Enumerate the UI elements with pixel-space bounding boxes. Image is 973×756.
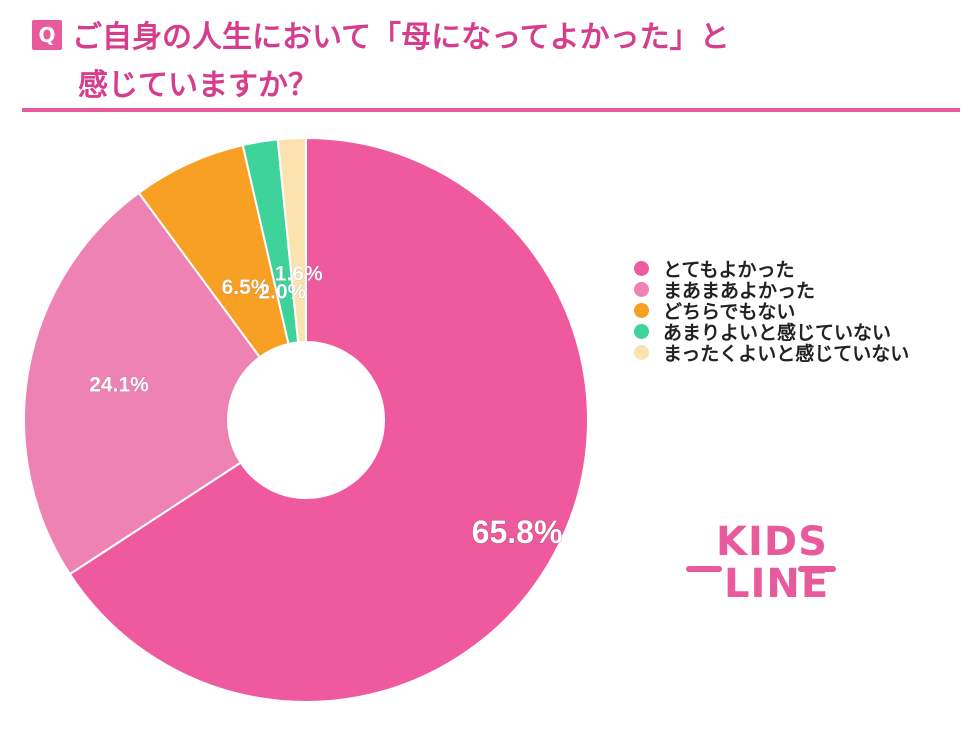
question-title: ご自身の人生において「母になってよかった」と 感じていますか？ [72,14,932,110]
title-divider [22,108,960,112]
legend-item-5: まったくよいと感じていない [634,342,964,365]
legend-swatch [634,303,649,318]
legend-label: とてもよかった [663,259,795,281]
question-badge: Q [32,20,62,50]
legend-label: まあまあよかった [663,280,816,302]
pie-slice-2 [23,191,262,576]
slice-value-label-5: 1.6% [275,263,323,286]
chart-slices [23,136,589,703]
slice-value-label-3: 6.5% [222,276,270,299]
legend-item-2: まあまあよかった [634,279,964,302]
title-line-1: ご自身の人生において「母になってよかった」と [72,20,730,55]
legend-swatch [634,345,649,360]
legend-swatch [634,261,649,276]
legend-item-3: どちらでもない [634,300,964,323]
title-line-2: 感じていますか？ [78,68,318,103]
legend-item-1: とてもよかった [634,258,964,281]
legend-swatch [634,282,649,297]
legend-label: どちらでもない [663,301,796,323]
logo-arm-left [686,566,722,572]
chart-legend: とてもよかった まあまあよかった どちらでもない あまりよいと感じていない まったくよい… [634,258,964,365]
slice-value-label-4: 2.0% [258,280,306,303]
slice-value-label-2: 24.1% [89,374,149,397]
kidsline-logo: KIDS LINE [686,522,836,612]
slice-value-label-1: 65.8% [472,514,563,550]
logo-word-line: LINE [724,561,830,607]
legend-item-4: あまりよいと感じていない [634,321,964,344]
header: Q ご自身の人生において「母になってよかった」と 感じていますか？ [0,0,973,112]
pie-slice-1 [68,136,589,703]
logo-word-kids: KIDS [716,519,828,565]
legend-label: あまりよいと感じていない [663,322,892,344]
pie-slice-5 [276,136,307,344]
legend-swatch [634,324,649,339]
chart-value-labels: 65.8% 24.1% 6.5%2.0%1.6% [89,262,563,550]
legend-label: まったくよいと感じていない [663,343,910,365]
logo-arm-right [798,566,836,572]
